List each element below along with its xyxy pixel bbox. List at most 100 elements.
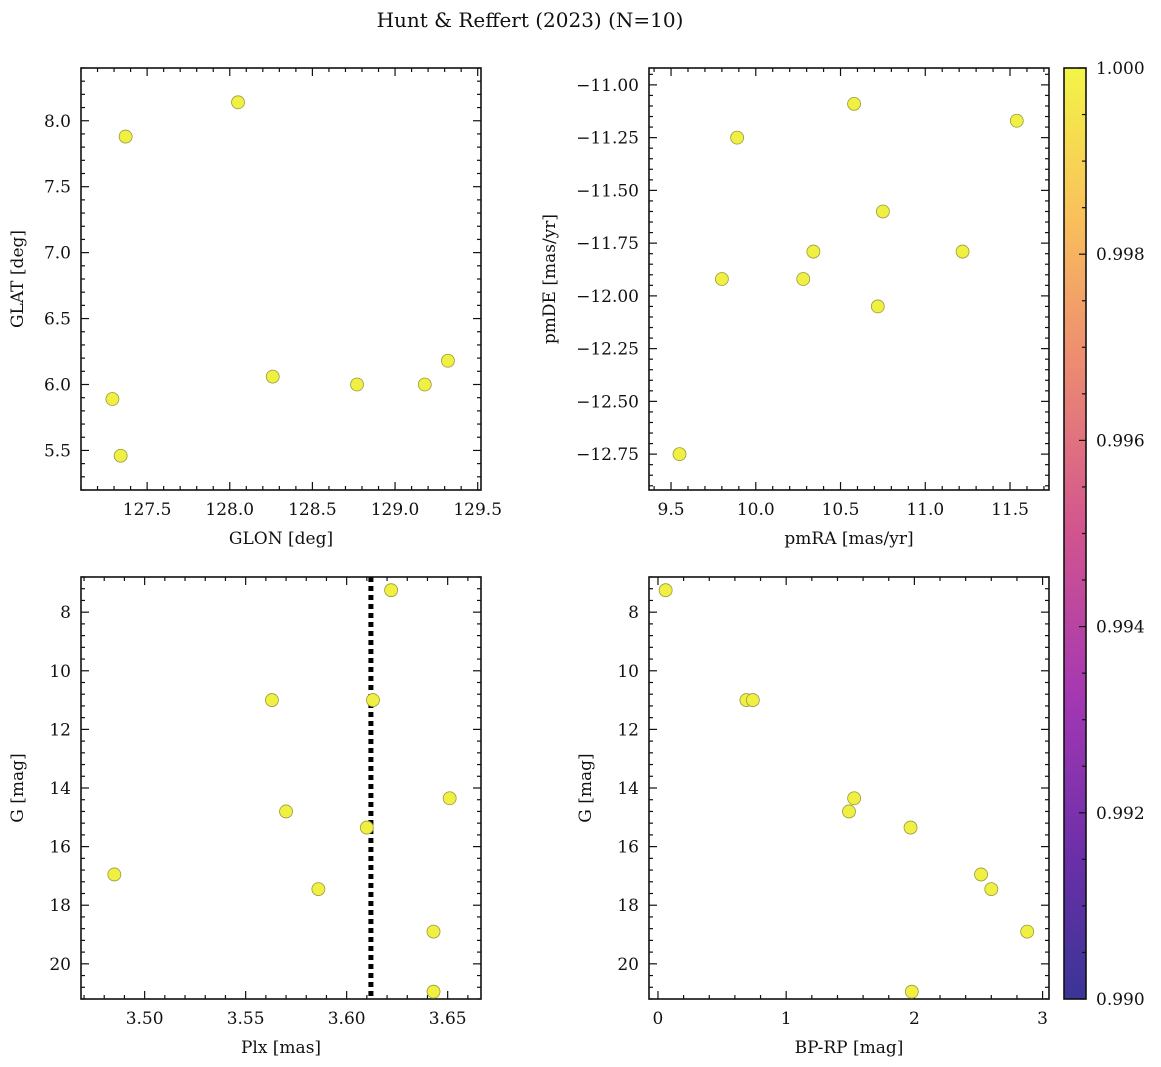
- y-tick-label: 14: [49, 779, 71, 799]
- y-tick-label: −12.50: [576, 392, 639, 412]
- y-tick-label: −12.25: [576, 340, 639, 360]
- y-tick-label: 20: [617, 955, 639, 975]
- x-tick-label: 3.65: [429, 1009, 467, 1029]
- y-tick-label: 5.5: [44, 441, 71, 461]
- data-point: [350, 377, 364, 392]
- x-tick-label: 3.50: [126, 1009, 164, 1029]
- data-point: [730, 130, 745, 145]
- y-axis-label: GLAT [deg]: [8, 230, 28, 328]
- y-tick-label: −12.75: [576, 445, 639, 465]
- data-point: [847, 791, 862, 806]
- data-point: [955, 244, 970, 259]
- x-tick-label: 9.5: [658, 500, 685, 520]
- colorbar: 0.990 0.992 0.994 0.996 0.998 1.000: [1063, 59, 1145, 1010]
- y-tick-label: 8: [628, 603, 639, 623]
- x-tick-label: 0: [653, 1009, 664, 1029]
- data-point: [745, 693, 760, 707]
- data-point: [426, 984, 441, 999]
- data-point: [107, 867, 122, 882]
- data-point: [974, 867, 988, 882]
- data-point: [265, 369, 280, 384]
- y-tick-label: 16: [617, 838, 639, 858]
- x-tick-label: 1: [781, 1009, 792, 1029]
- y-tick-label: 12: [617, 720, 639, 740]
- x-tick-label: 127.5: [123, 500, 172, 520]
- data-point: [842, 804, 856, 819]
- y-tick-label: 6.5: [44, 310, 71, 330]
- data-point: [672, 447, 687, 462]
- data-point: [658, 583, 673, 598]
- data-point: [384, 583, 399, 598]
- data-point: [311, 882, 326, 897]
- x-tick-label: 129.0: [371, 500, 420, 520]
- y-axis-label: G [mag]: [576, 753, 596, 822]
- x-tick-label: 3.55: [227, 1009, 265, 1029]
- axes-frame: [648, 576, 1050, 1000]
- colorbar-tick-label: 0.994: [1096, 618, 1145, 638]
- x-tick-label: 11.5: [991, 500, 1029, 520]
- data-point: [279, 804, 293, 819]
- y-tick-label: 16: [49, 838, 71, 858]
- panel-top-left: 127.5 128.0 128.5 129.0 129.5 5.5 6.0 6.5 7.0 7.5…: [8, 67, 502, 549]
- y-tick-label: 7.0: [44, 244, 71, 264]
- y-tick-label: 20: [49, 955, 71, 975]
- x-tick-label: 3: [1037, 1009, 1048, 1029]
- y-axis-label: G [mag]: [8, 753, 28, 822]
- x-tick-label: 3.60: [328, 1009, 366, 1029]
- data-point: [417, 377, 432, 392]
- y-tick-label: −11.75: [576, 234, 639, 254]
- x-axis-label: Plx [mas]: [241, 1038, 321, 1058]
- y-tick-label: 12: [49, 720, 71, 740]
- colorbar-gradient: [1064, 68, 1086, 999]
- y-tick-label: 8: [60, 603, 71, 623]
- y-tick-label: 8.0: [44, 112, 71, 132]
- data-point: [875, 204, 890, 219]
- x-tick-label: 10.5: [822, 500, 860, 520]
- panel-bottom-left: 3.50 3.55 3.60 3.65 8 10 12 14 16 18 20 Plx [mas] G …: [8, 576, 482, 1058]
- data-point: [442, 791, 457, 806]
- x-tick-label: 128.0: [205, 500, 254, 520]
- y-tick-label: 18: [49, 896, 71, 916]
- panel-top-right: 9.5 10.0 10.5 11.0 11.5 −12.75 −12.50 −12.25 −12…: [540, 67, 1050, 549]
- x-tick-label: 2: [909, 1009, 920, 1029]
- y-tick-label: −12.00: [576, 287, 639, 307]
- y-tick-label: 10: [617, 662, 639, 682]
- data-point: [870, 299, 885, 314]
- data-point: [847, 96, 861, 111]
- colorbar-tick-label: 0.992: [1096, 804, 1145, 824]
- y-tick-label: 14: [617, 779, 639, 799]
- data-point: [714, 272, 729, 286]
- y-tick-label: −11.25: [576, 129, 639, 149]
- x-tick-label: 129.5: [453, 500, 502, 520]
- data-point: [903, 820, 918, 835]
- axes-frame: [80, 576, 482, 1000]
- y-tick-label: −11.50: [576, 181, 639, 201]
- data-point: [904, 984, 919, 999]
- data-point: [796, 272, 811, 286]
- data-point: [118, 129, 133, 144]
- data-point: [1009, 113, 1024, 128]
- figure-title: Hunt & Reffert (2023) (N=10): [377, 8, 684, 32]
- y-tick-label: −11.00: [576, 76, 639, 96]
- x-axis-label: GLON [deg]: [229, 529, 333, 549]
- data-point: [1020, 924, 1035, 939]
- x-tick-label: 10.0: [737, 500, 775, 520]
- y-tick-label: 18: [617, 896, 639, 916]
- data-point: [984, 882, 999, 897]
- y-axis-label: pmDE [mas/yr]: [540, 214, 560, 344]
- x-tick-label: 11.0: [906, 500, 944, 520]
- data-point: [426, 924, 441, 939]
- x-axis-label: pmRA [mas/yr]: [784, 529, 913, 549]
- y-tick-label: 10: [49, 662, 71, 682]
- data-point: [231, 95, 245, 110]
- data-point: [265, 693, 279, 707]
- colorbar-tick-label: 0.998: [1096, 245, 1145, 265]
- data-point: [366, 693, 380, 707]
- x-axis-label: BP-RP [mag]: [795, 1038, 904, 1058]
- data-point: [113, 448, 128, 463]
- colorbar-tick-label: 0.996: [1096, 431, 1145, 451]
- y-tick-label: 7.5: [44, 178, 71, 198]
- x-tick-label: 128.5: [288, 500, 337, 520]
